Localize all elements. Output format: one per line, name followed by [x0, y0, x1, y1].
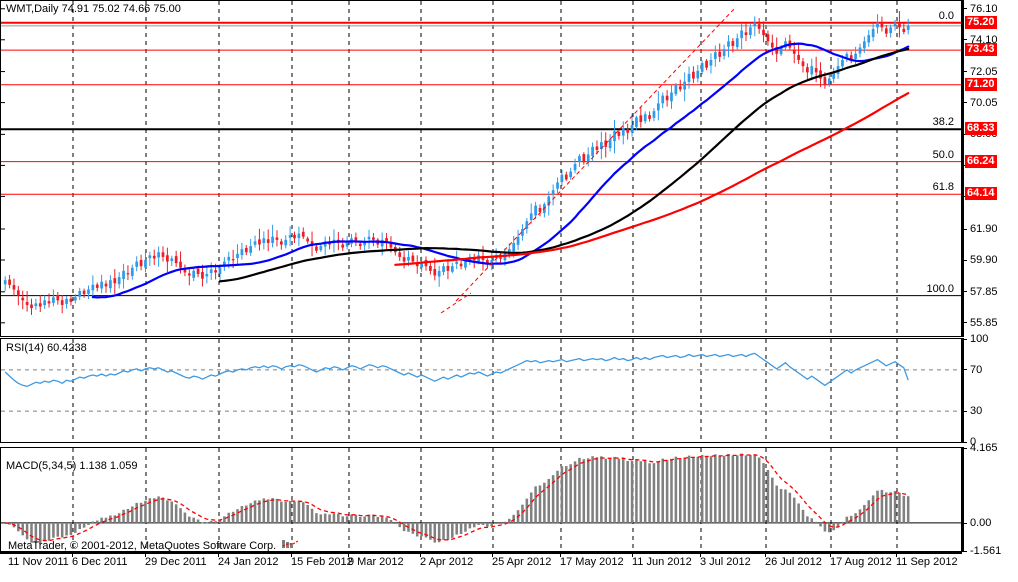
macd-axis-tick: 0.00 — [962, 517, 991, 528]
price-panel-border — [0, 0, 962, 337]
date-tick-mark — [896, 552, 897, 557]
date-axis-tick: 17 Aug 2012 — [830, 556, 892, 568]
price-candles-svg — [1, 1, 961, 336]
date-axis-tick: 11 Sep 2012 — [896, 556, 958, 568]
date-axis-labels: 11 Nov 2011 6 Dec 2011 29 Dec 2011 24 Jan 2… — [0, 556, 962, 580]
date-axis-tick: 29 Dec 2011 — [145, 556, 207, 568]
date-axis-tick: 15 Feb 2012 — [291, 556, 353, 568]
macd-indicator-label: MACD(5,34,5) 1.138 1.059 — [6, 460, 138, 472]
price-header-label: WMT,Daily 74.91 75.02 74.66 75.00 — [6, 3, 181, 15]
date-tick-mark — [632, 552, 633, 557]
date-tick-mark — [830, 552, 831, 557]
fib-level-label: 50.0 — [932, 148, 954, 161]
price-axis-tick: 59.90 — [962, 255, 998, 266]
date-tick-mark — [218, 552, 219, 557]
price-axis-tick: 61.90 — [962, 223, 998, 234]
date-axis-tick: 11 Nov 2011 — [8, 556, 69, 568]
date-tick-mark — [700, 552, 701, 557]
metaquotes-logo-icon — [282, 538, 322, 550]
date-tick-mark — [492, 552, 493, 557]
price-axis-tick: 57.85 — [962, 286, 998, 297]
rsi-axis-labels: 100 70 30 0 — [962, 334, 1018, 448]
price-axis[interactable] — [962, 0, 1018, 337]
fib-level-label: 38.2 — [932, 116, 954, 129]
date-tick-mark — [348, 552, 349, 557]
copyright-label: MetaTrader, © 2001-2012, MetaQuotes Soft… — [8, 540, 277, 552]
date-axis-tick: 2 Apr 2012 — [420, 556, 474, 568]
date-tick-mark — [72, 552, 73, 557]
rsi-plot-area — [1, 339, 961, 442]
macd-plot-area — [1, 448, 961, 551]
date-tick-mark — [765, 552, 766, 557]
price-plot-area — [1, 1, 961, 336]
date-axis-tick: 24 Jan 2012 — [218, 556, 279, 568]
macd-histogram-svg — [1, 448, 961, 551]
date-axis[interactable] — [0, 552, 962, 582]
fib-label-group: 0.0 38.2 50.0 61.8 100.0 — [900, 0, 960, 337]
price-level-tag: 66.24 — [965, 154, 997, 168]
price-axis-tick: 74.10 — [962, 34, 998, 45]
price-axis-tick: 55.85 — [962, 317, 998, 328]
price-level-tag: 75.20 — [965, 15, 997, 29]
date-tick-mark — [420, 552, 421, 557]
price-level-tag: 73.43 — [965, 43, 997, 57]
price-level-tag: 68.33 — [965, 122, 997, 136]
price-axis-tick: 76.10 — [962, 3, 998, 14]
date-axis-tick: 17 May 2012 — [560, 556, 624, 568]
rsi-axis-tick: 30 — [962, 406, 982, 417]
rsi-axis[interactable] — [962, 338, 1018, 443]
macd-axis-labels: 4.165 0.00 -1.561 — [962, 443, 1018, 557]
fib-level-label: 0.0 — [938, 9, 954, 22]
rsi-line-svg — [1, 339, 961, 442]
price-level-tag: 71.20 — [965, 77, 997, 91]
macd-axis-tick: 4.165 — [962, 443, 998, 454]
price-axis-tick: 70.05 — [962, 97, 998, 108]
date-tick-mark — [560, 552, 561, 557]
rsi-axis-tick: 70 — [962, 364, 982, 375]
price-tag-group: 75.20 73.43 71.20 68.33 66.24 64.14 — [962, 0, 1018, 337]
date-tick-mark — [145, 552, 146, 557]
date-axis-tick: 3 Jul 2012 — [700, 556, 751, 568]
macd-axis[interactable] — [962, 447, 1018, 552]
date-axis-tick: 6 Dec 2011 — [72, 556, 128, 568]
date-axis-tick: 25 Apr 2012 — [492, 556, 552, 568]
rsi-indicator-label: RSI(14) 60.4238 — [6, 342, 87, 354]
rsi-axis-tick: 100 — [962, 334, 988, 345]
rsi-panel-border — [0, 338, 962, 443]
date-tick-mark — [291, 552, 292, 557]
price-level-tag: 64.14 — [965, 187, 997, 201]
price-axis-tick: 72.05 — [962, 66, 998, 77]
fib-level-label: 61.8 — [932, 181, 954, 194]
date-axis-tick: 26 Jul 2012 — [765, 556, 822, 568]
macd-panel-border — [0, 447, 962, 552]
macd-axis-tick: -1.561 — [962, 546, 1001, 557]
rsi-axis-tick: 0 — [962, 437, 976, 448]
date-axis-tick: 9 Mar 2012 — [348, 556, 404, 568]
date-axis-tick: 11 Jun 2012 — [632, 556, 692, 568]
fib-level-label: 100.0 — [926, 282, 954, 295]
